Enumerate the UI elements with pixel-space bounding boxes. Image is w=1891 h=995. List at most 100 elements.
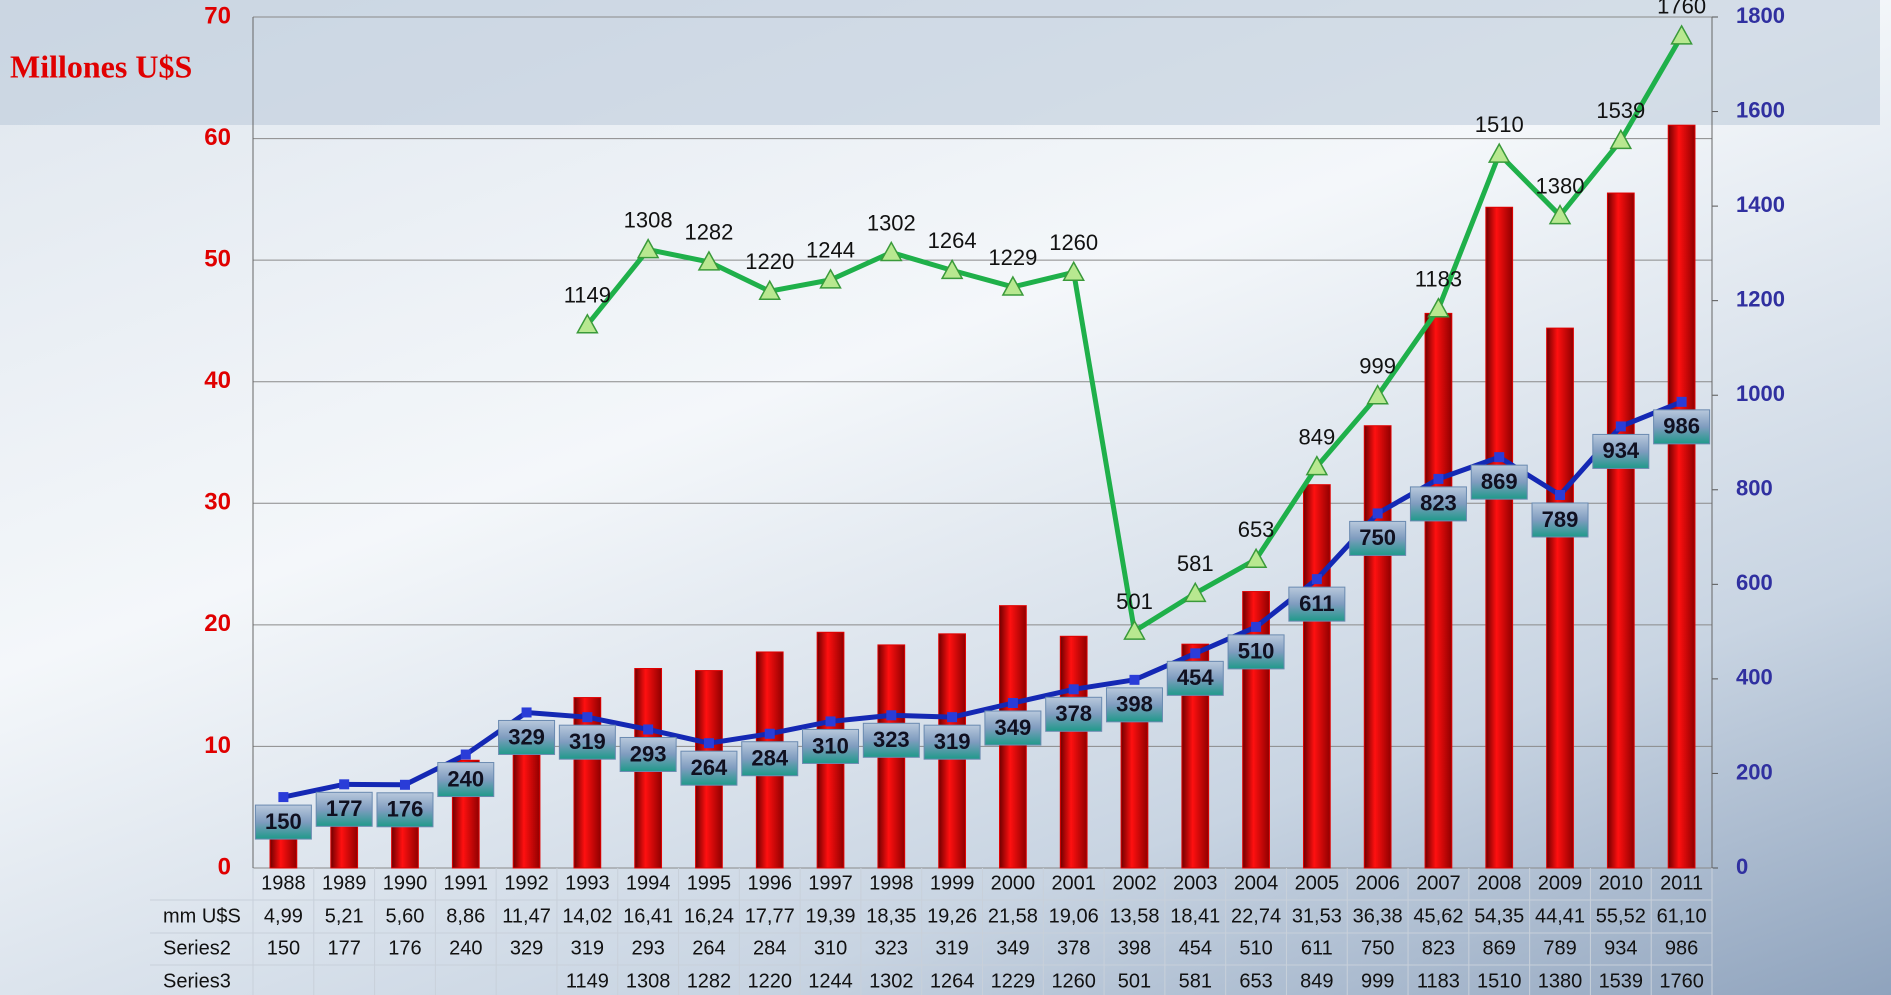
marker (1433, 473, 1444, 484)
marker (1244, 547, 1268, 569)
data-label: 293 (630, 741, 667, 766)
marker (643, 724, 654, 735)
data-label: 378 (1055, 701, 1092, 726)
label-box (1409, 486, 1467, 522)
x-tick-label: 2000 (991, 872, 1036, 894)
bar (1424, 312, 1453, 869)
marker (1068, 684, 1079, 695)
table-cell: 55,52 (1596, 905, 1646, 927)
label-box (1531, 502, 1589, 538)
data-label: 581 (1177, 551, 1214, 576)
x-tick-label: 2005 (1295, 872, 1340, 894)
data-label: 1264 (928, 228, 977, 253)
label-box (802, 728, 860, 764)
data-label: 653 (1238, 517, 1275, 542)
x-tick-label: 2009 (1538, 872, 1583, 894)
table-cell: 1539 (1599, 970, 1644, 992)
x-tick-label: 1997 (808, 872, 853, 894)
table-cell: 750 (1361, 937, 1394, 959)
table-cell: 21,58 (988, 905, 1038, 927)
table-cell: 611 (1301, 937, 1333, 959)
table-cell: 319 (935, 937, 968, 959)
bar (1059, 635, 1088, 869)
data-label: 750 (1359, 525, 1396, 550)
table-cell: 150 (267, 937, 300, 959)
label-box (254, 804, 312, 840)
table-cell: 1302 (869, 970, 914, 992)
data-label: 177 (326, 796, 363, 821)
marker (1494, 452, 1505, 463)
marker (1183, 581, 1207, 603)
x-tick-label: 2011 (1660, 872, 1703, 894)
x-tick-label: 2003 (1173, 872, 1218, 894)
label-box (923, 724, 981, 760)
table-cell: 61,10 (1657, 905, 1707, 927)
table-cell: 13,58 (1109, 905, 1159, 927)
x-tick-label: 2007 (1416, 872, 1461, 894)
data-label: 1760 (1657, 0, 1706, 19)
table-cell: 44,41 (1535, 905, 1585, 927)
table-cell: 1149 (566, 970, 609, 992)
y-tick-label: 50 (204, 245, 231, 272)
bar (1667, 124, 1696, 869)
data-label: 823 (1420, 491, 1457, 516)
marker (758, 279, 782, 300)
table-cell: 398 (1118, 937, 1151, 959)
marker (1670, 24, 1693, 45)
marker (1555, 489, 1566, 500)
x-tick-label: 2002 (1112, 872, 1157, 894)
marker (1487, 142, 1511, 163)
data-label: 934 (1602, 438, 1639, 463)
data-label: 789 (1542, 507, 1579, 532)
data-label: 284 (751, 746, 788, 771)
marker (1676, 396, 1687, 407)
data-label: 849 (1298, 424, 1335, 449)
table-cell: 1220 (747, 970, 792, 992)
data-label: 986 (1663, 414, 1700, 439)
label-box (376, 792, 434, 828)
x-tick-label: 1999 (930, 872, 975, 894)
x-tick-label: 1992 (504, 872, 549, 894)
data-label: 319 (934, 729, 971, 754)
table-cell: 18,41 (1170, 905, 1220, 927)
marker (1305, 455, 1329, 476)
x-tick-label: 1988 (261, 872, 306, 894)
y2-tick-label: 400 (1736, 665, 1773, 690)
table-cell: 45,62 (1413, 905, 1463, 927)
label-box (619, 736, 677, 772)
marker (1251, 621, 1262, 632)
header-band (0, 0, 1880, 125)
data-label: 1149 (564, 283, 611, 308)
x-tick-label: 1996 (747, 872, 792, 894)
table-cell: 653 (1239, 970, 1272, 992)
marker (521, 707, 532, 718)
data-label: 1183 (1415, 267, 1462, 292)
x-tick-label: 2004 (1234, 872, 1279, 894)
line-series (282, 399, 1683, 800)
y2-tick-label: 600 (1736, 570, 1773, 595)
y2-tick-label: 1800 (1736, 3, 1785, 28)
label-box (1166, 660, 1224, 696)
table-cell: 11,47 (502, 905, 551, 927)
marker (1062, 260, 1085, 282)
marker (825, 716, 836, 727)
marker (339, 779, 350, 790)
data-label: 1220 (745, 249, 794, 274)
bar (1546, 327, 1574, 869)
y-tick-label: 60 (204, 124, 231, 151)
marker (1007, 698, 1018, 709)
label-box (437, 762, 495, 798)
data-label: 398 (1116, 692, 1153, 717)
label-box (498, 719, 556, 755)
marker (1129, 674, 1140, 685)
marker (1001, 275, 1025, 296)
data-label: 329 (508, 724, 545, 749)
table-cell: 177 (328, 937, 361, 959)
bar (573, 697, 602, 869)
marker (1609, 128, 1633, 150)
table-cell: 349 (996, 937, 1029, 959)
bar (1363, 425, 1392, 869)
marker (1311, 574, 1322, 585)
chart-title: Millones U$S (10, 48, 192, 84)
table-cell: 310 (814, 937, 847, 959)
